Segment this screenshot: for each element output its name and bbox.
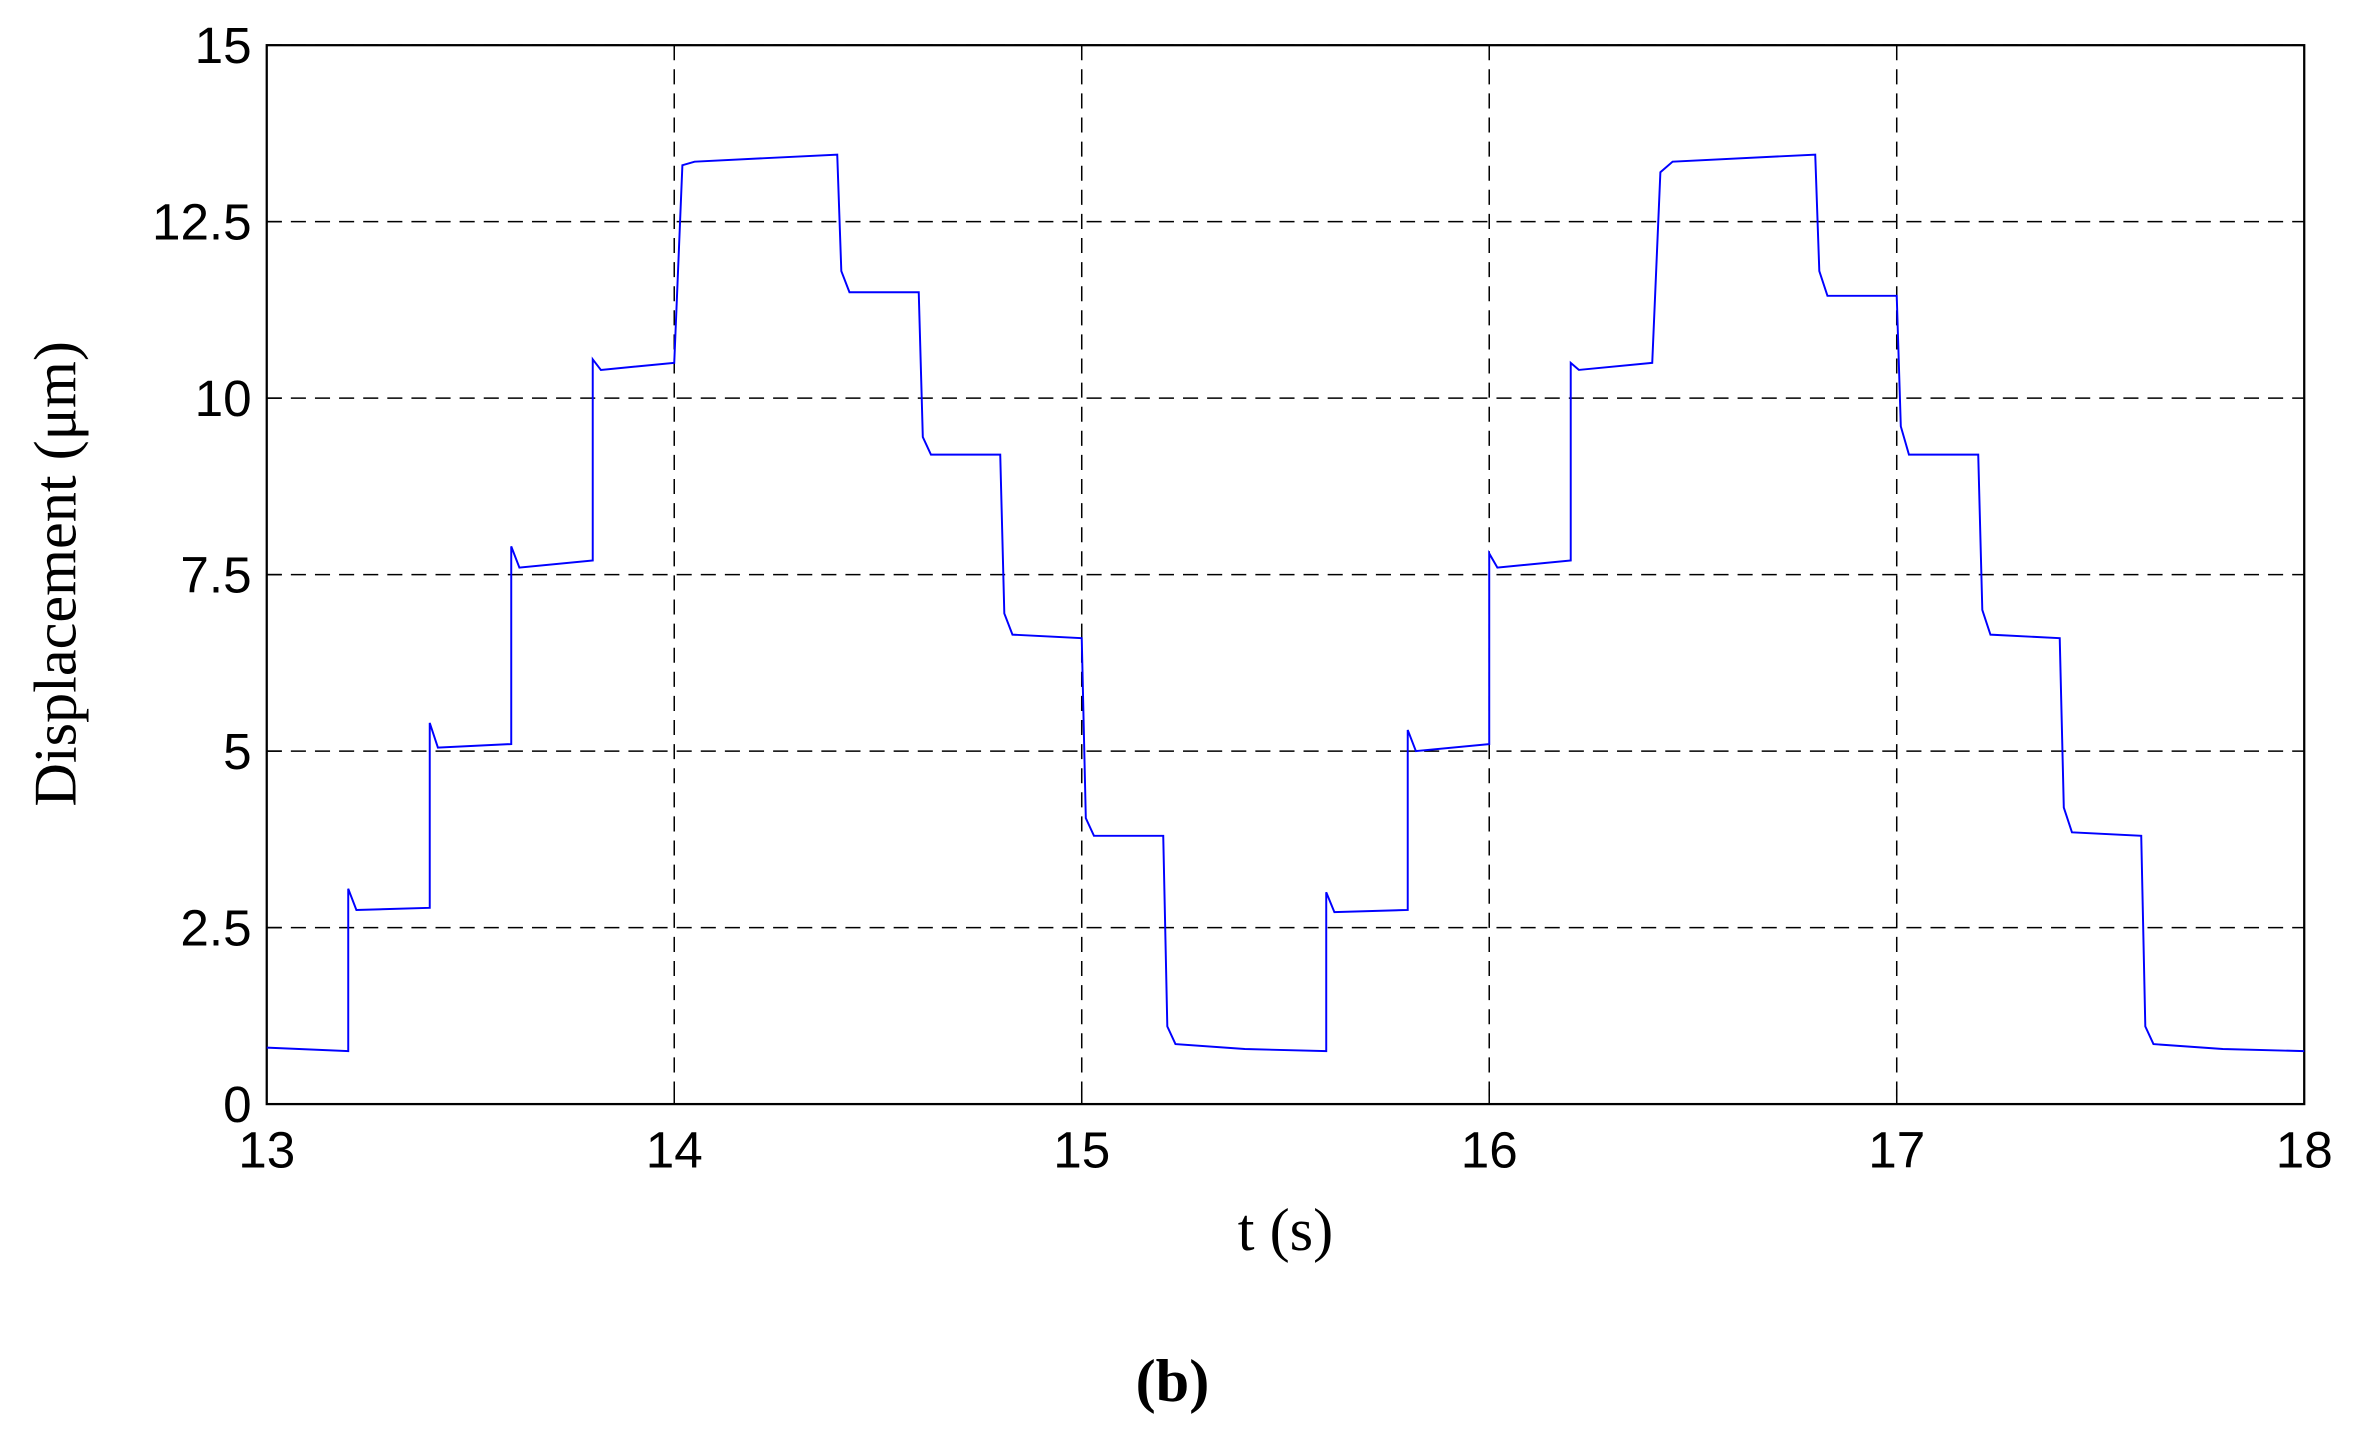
y-axis-label: Displacement (μm)	[22, 341, 89, 807]
caption: (b)	[1136, 1348, 1210, 1415]
y-tick-label: 10	[195, 370, 252, 427]
y-tick-label: 0	[223, 1076, 252, 1133]
y-tick-label: 7.5	[180, 547, 251, 604]
y-tick-label: 12.5	[152, 194, 252, 251]
y-tick-label: 2.5	[180, 900, 251, 957]
x-tick-label: 14	[646, 1121, 703, 1178]
x-tick-label: 17	[1868, 1121, 1925, 1178]
x-tick-label: 13	[238, 1121, 295, 1178]
y-tick-label: 5	[223, 723, 252, 780]
x-axis-label: t (s)	[1238, 1197, 1333, 1264]
x-tick-label: 18	[2276, 1121, 2333, 1178]
x-tick-label: 15	[1053, 1121, 1110, 1178]
y-tick-label: 15	[195, 17, 252, 74]
data-line	[266, 153, 2305, 1053]
plot-frame	[265, 44, 2306, 1106]
x-tick-label: 16	[1461, 1121, 1518, 1178]
